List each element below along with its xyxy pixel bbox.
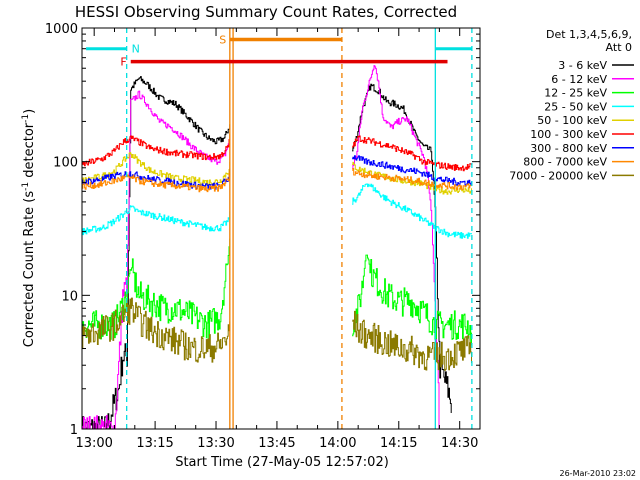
series-3-6keV <box>82 76 452 429</box>
x-axis: 13:00 13:15 13:30 13:45 14:00 14:15 14:30 <box>75 28 481 451</box>
legend-label: 50 - 100 keV <box>537 114 607 127</box>
trace-before <box>82 168 231 190</box>
series-100-300keV <box>82 134 472 172</box>
trace-before <box>82 297 231 363</box>
trace-before <box>82 76 231 429</box>
x-tick-label: 13:00 <box>75 436 112 451</box>
y-tick-label: 1000 <box>45 22 78 37</box>
series-layer <box>82 65 472 429</box>
x-tick-label: 13:45 <box>258 436 295 451</box>
y-axis-label-main: Corrected Count Rate (s <box>22 191 37 348</box>
legend-label: 6 - 12 keV <box>551 73 607 86</box>
trace-before <box>82 152 231 186</box>
overlay-layer: NF S <box>86 28 473 429</box>
legend-label: 7000 - 20000 keV <box>509 169 607 182</box>
y-axis-label-mid: detector <box>22 122 37 182</box>
y-axis-label-sup2: -1 <box>21 114 31 123</box>
chart-title: HESSI Observing Summary Count Rates, Cor… <box>75 3 457 21</box>
x-tick-label: 14:15 <box>380 436 417 451</box>
trace-before <box>82 134 231 167</box>
legend-label: 100 - 300 keV <box>530 128 607 141</box>
legend-header-1: Det 1,3,4,5,6,9, <box>546 28 632 41</box>
trace-before <box>82 238 231 340</box>
x-tick-label: 13:30 <box>197 436 234 451</box>
plot-frame <box>81 27 481 430</box>
trace-before <box>82 172 231 193</box>
trace-before <box>82 205 231 236</box>
y-tick-label: 100 <box>53 156 78 171</box>
flag-label-S: S <box>219 34 226 47</box>
legend-label: 3 - 6 keV <box>558 59 607 72</box>
trace-after <box>352 83 452 413</box>
legend-label: 800 - 7000 keV <box>523 156 607 169</box>
trace-after <box>352 183 472 239</box>
series-12-25keV <box>82 238 472 346</box>
trace-after <box>352 155 472 186</box>
night-flag-label: N <box>132 43 140 56</box>
trace-after <box>352 135 472 172</box>
trace-after <box>352 254 472 346</box>
legend-label: 25 - 50 keV <box>544 100 607 113</box>
x-axis-label: Start Time (27-May-05 12:57:02) <box>175 455 389 470</box>
y-axis-label: Corrected Count Rate (s-1 detector-1) <box>21 109 37 347</box>
trace-after <box>352 168 472 190</box>
series-800-7000keV <box>82 168 472 193</box>
series-50-100keV <box>82 152 472 195</box>
plot-timestamp: 26-Mar-2010 23:02 <box>560 469 637 478</box>
y-axis-label-sup: -1 <box>21 182 31 191</box>
legend-header-2: Att 0 <box>606 41 632 54</box>
trace-after <box>352 310 472 371</box>
x-tick-label: 13:15 <box>136 436 173 451</box>
flag-label-F: F <box>120 56 126 69</box>
series-6-12keV <box>82 65 440 429</box>
series-25-50keV <box>82 183 472 239</box>
series-7000-20000keV <box>82 297 472 371</box>
trace-after <box>352 65 440 429</box>
x-tick-label: 14:00 <box>319 436 356 451</box>
y-tick-label: 1 <box>70 423 78 438</box>
y-tick-label: 10 <box>61 289 78 304</box>
y-axis-label-end: ) <box>22 109 37 114</box>
trace-before <box>82 90 231 429</box>
y-axis: 1 10 100 1000 <box>45 22 480 438</box>
x-tick-label: 14:30 <box>441 436 478 451</box>
legend-label: 12 - 25 keV <box>544 87 607 100</box>
legend-label: 300 - 800 keV <box>530 142 607 155</box>
